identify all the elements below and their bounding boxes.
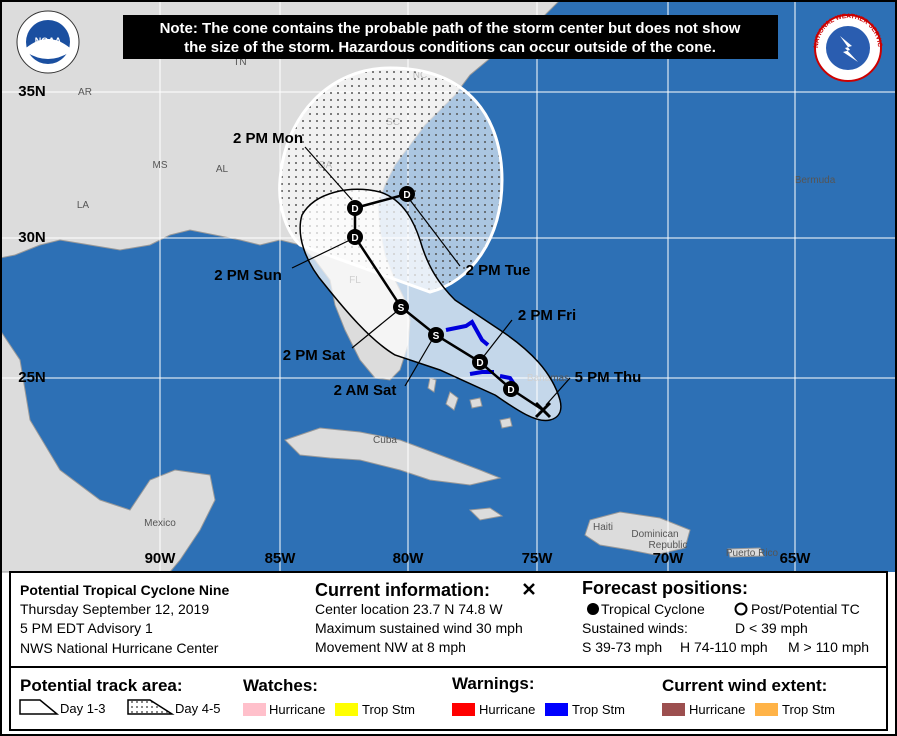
forecast-time-label: 2 PM Sun [214, 267, 282, 284]
storm-warning-label: Trop Stm [572, 702, 625, 717]
longitude-label: 90W [145, 550, 177, 567]
hurricane-watch-swatch [243, 703, 266, 716]
tc-icon [587, 603, 599, 615]
longitude-label: 65W [780, 550, 812, 567]
storm-center: NWS National Hurricane Center [20, 640, 219, 656]
hurricane-wind-swatch [662, 703, 685, 716]
noaa-logo: NOAA [16, 10, 80, 74]
forecast-point [347, 229, 363, 245]
current-x-icon [523, 583, 535, 595]
place-label: MS [153, 160, 168, 171]
hurricane-watch-label: Hurricane [269, 702, 325, 717]
forecast-point [472, 354, 488, 370]
forecast-point [399, 186, 415, 202]
place-label: AL [216, 164, 229, 175]
forecast-point [347, 200, 363, 216]
forecast-point-letter: D [507, 385, 514, 396]
forecast-h: H 74-110 mph [680, 639, 768, 655]
forecast-time-label: 2 PM Fri [518, 307, 576, 324]
post-tc-icon [734, 602, 748, 616]
cuba [284, 427, 502, 486]
latitude-label: 35N [18, 83, 46, 100]
day13-label: Day 1-3 [60, 701, 106, 716]
forecast-point [503, 381, 519, 397]
storm-name: Potential Tropical Cyclone Nine [20, 582, 229, 598]
forecast-heading: Forecast positions: [582, 578, 748, 598]
place-label: Republic [649, 540, 688, 551]
forecast-point-letter: D [403, 190, 410, 201]
forecast-m: M > 110 mph [788, 639, 869, 655]
place-label: Bermuda [795, 175, 836, 186]
current-wind: Maximum sustained wind 30 mph [315, 620, 523, 636]
place-label: TN [233, 57, 246, 68]
forecast-point-letter: D [351, 204, 358, 215]
current-heading: Current information: [315, 580, 490, 600]
hurricane-warning-label: Hurricane [479, 702, 535, 717]
place-label: AR [78, 87, 92, 98]
leaders [291, 146, 571, 406]
hispaniola [584, 511, 691, 556]
day45-label: Day 4-5 [175, 701, 221, 716]
place-label: Haiti [593, 522, 613, 533]
current-movement: Movement NW at 8 mph [315, 639, 466, 655]
day13-icon [19, 699, 60, 715]
hurricane-warning-swatch [452, 703, 475, 716]
track-area-heading: Potential track area: [20, 676, 183, 695]
watches-heading: Watches: [243, 676, 318, 695]
forecast-winds: Sustained winds: [582, 620, 688, 636]
forecast-d: D < 39 mph [735, 620, 808, 636]
forecast-time-label: 2 PM Tue [466, 262, 531, 279]
longitude-label: 80W [393, 550, 425, 567]
map: ARTNNCMSALGASCLAFLBermudaBahamasCubaMexi… [0, 0, 897, 573]
latitude-label: 25N [18, 369, 46, 386]
storm-watch-label: Trop Stm [362, 702, 415, 717]
forecast-tropical: Tropical Cyclone [601, 601, 705, 617]
jamaica [468, 507, 504, 521]
storm-advisory: 5 PM EDT Advisory 1 [20, 620, 153, 636]
legend-panel: Potential Tropical Cyclone Nine Thursday… [9, 571, 888, 731]
wind-heading: Current wind extent: [662, 676, 827, 695]
forecast-point [428, 327, 444, 343]
storm-date: Thursday September 12, 2019 [20, 601, 209, 617]
warnings-heading: Warnings: [452, 674, 534, 693]
bahamas-islands [427, 377, 513, 429]
day45-icon [127, 699, 175, 715]
storm-warning-swatch [545, 703, 568, 716]
current-position [534, 401, 552, 419]
longitude-label: 70W [653, 550, 685, 567]
storm-wind-swatch [755, 703, 778, 716]
mexico-land [0, 329, 216, 573]
noaa-text: NOAA [35, 36, 62, 46]
longitude-label: 75W [522, 550, 554, 567]
hurricane-wind-label: Hurricane [689, 702, 745, 717]
forecast-post: Post/Potential TC [751, 601, 860, 617]
forecast-point-letter: S [398, 303, 405, 314]
latitude-label: 30N [18, 229, 46, 246]
place-label: Mexico [144, 518, 176, 529]
place-label: Cuba [373, 435, 397, 446]
forecast-time-label: 2 PM Sat [283, 347, 346, 364]
current-location: Center location 23.7 N 74.8 W [315, 601, 503, 617]
forecast-point-letter: D [351, 233, 358, 244]
forecast-s: S 39-73 mph [582, 639, 662, 655]
forecast-point [393, 299, 409, 315]
note-line: Note: The cone contains the probable pat… [160, 20, 741, 37]
place-label: Dominican [631, 529, 678, 540]
place-label: Puerto Rico [726, 548, 779, 559]
longitude-label: 85W [265, 550, 297, 567]
cone-day13 [299, 188, 562, 422]
storm-watch-swatch [335, 703, 358, 716]
forecast-time-label: 2 AM Sat [334, 382, 397, 399]
storm-wind-label: Trop Stm [782, 702, 835, 717]
place-label: LA [77, 200, 90, 211]
puerto-rico [727, 547, 765, 558]
forecast-time-label: 5 PM Thu [575, 369, 642, 386]
forecast-point-letter: D [476, 358, 483, 369]
note-box [123, 15, 778, 59]
forecast-time-label: 2 PM Mon [233, 130, 303, 147]
note-line: the size of the storm. Hazardous conditi… [184, 39, 716, 56]
forecast-point-letter: S [433, 331, 440, 342]
